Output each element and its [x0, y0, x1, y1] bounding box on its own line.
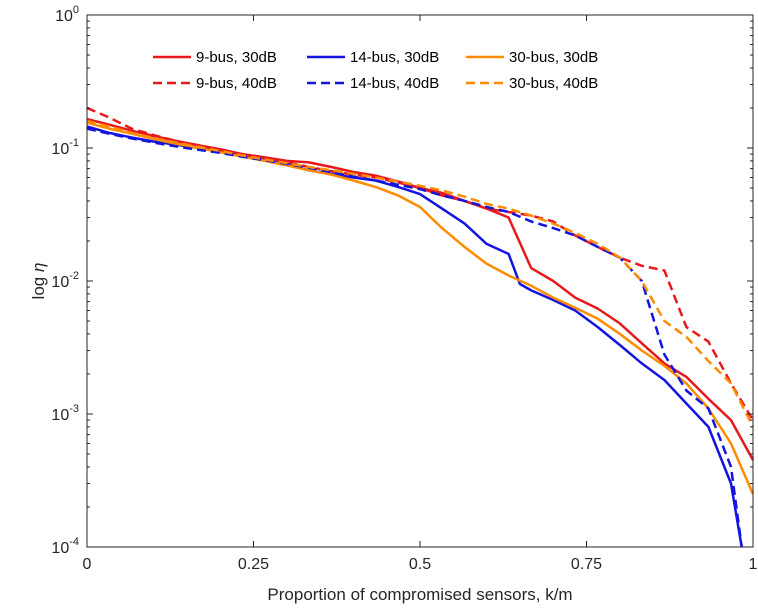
x-tick-label-0: 0	[83, 556, 92, 573]
y-tick-label-0: 100	[55, 4, 79, 25]
series-layer	[86, 106, 755, 548]
legend: 9-bus, 30dB 14-bus, 30dB 30-bus, 30dB 9-bus…	[153, 49, 598, 92]
y-tick-label-3: 10-3	[51, 403, 79, 424]
y-axis-label-symbol: η	[29, 263, 48, 272]
plot-background	[87, 15, 753, 547]
series-line-6	[86, 119, 755, 428]
series-line-5	[86, 127, 743, 548]
legend-label-2: 14-bus, 30dB	[350, 49, 439, 66]
y-axis-label: log η	[29, 263, 48, 300]
y-axis-label-prefix: log	[29, 277, 48, 300]
x-tick-label-2: 0.5	[409, 556, 431, 573]
legend-label-6: 30-bus, 40dB	[509, 75, 598, 92]
y-tick-label-4: 10-4	[51, 536, 79, 557]
x-tick-label-4: 1	[749, 556, 758, 573]
x-axis-label: Proportion of compromised sensors, k/m	[267, 585, 572, 604]
legend-label-4: 9-bus, 40dB	[196, 75, 277, 92]
legend-label-1: 9-bus, 30dB	[196, 49, 277, 66]
legend-label-5: 14-bus, 40dB	[350, 75, 439, 92]
y-tick-label-2: 10-2	[51, 270, 79, 291]
y-tick-label-1: 10-1	[51, 137, 79, 158]
x-tick-label-1: 0.25	[238, 556, 269, 573]
legend-label-3: 30-bus, 30dB	[509, 49, 598, 66]
x-tick-label-3: 0.75	[571, 556, 602, 573]
ticks-layer: 0 0.25 0.5 0.75 1 100 10-1 10-2 10-3 10-4	[51, 4, 757, 573]
